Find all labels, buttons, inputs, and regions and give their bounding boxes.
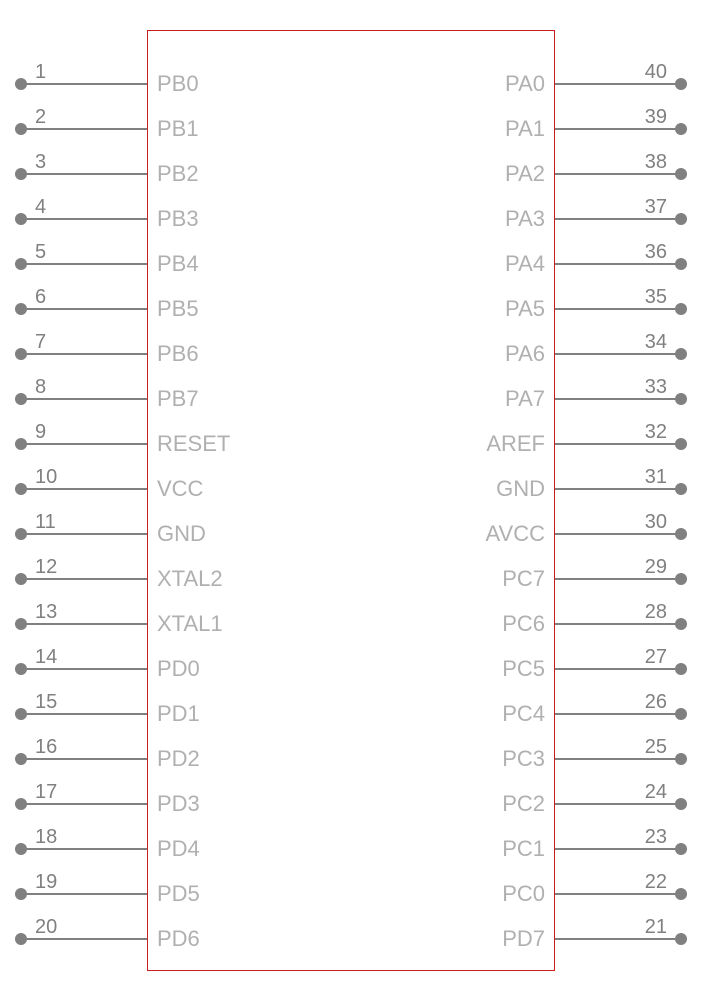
pin-number: 30 bbox=[617, 511, 667, 534]
pin-number: 24 bbox=[617, 781, 667, 804]
pin-label: PC0 bbox=[502, 881, 545, 907]
pin-label: PD4 bbox=[157, 836, 200, 862]
pin-number: 3 bbox=[35, 151, 46, 174]
pin-number: 39 bbox=[617, 106, 667, 129]
pin-label: PD6 bbox=[157, 926, 200, 952]
pin-number: 25 bbox=[617, 736, 667, 759]
pin-number: 4 bbox=[35, 196, 46, 219]
pin-label: AREF bbox=[486, 431, 545, 457]
pin-label: PA1 bbox=[505, 116, 545, 142]
pin-number: 28 bbox=[617, 601, 667, 624]
pin-label: PA4 bbox=[505, 251, 545, 277]
pin-label: PD1 bbox=[157, 701, 200, 727]
pin-label: AVCC bbox=[486, 521, 546, 547]
pin-label: PC1 bbox=[502, 836, 545, 862]
pin-number: 9 bbox=[35, 421, 46, 444]
pin-number: 11 bbox=[35, 511, 56, 534]
pin-number: 20 bbox=[35, 916, 57, 939]
pin-label: PD0 bbox=[157, 656, 200, 682]
pin-number: 8 bbox=[35, 376, 46, 399]
pin-label: PB2 bbox=[157, 161, 199, 187]
pin-label: PD3 bbox=[157, 791, 200, 817]
pin-number: 32 bbox=[617, 421, 667, 444]
pin-number: 23 bbox=[617, 826, 667, 849]
pin-number: 18 bbox=[35, 826, 57, 849]
pin-label: GND bbox=[496, 476, 545, 502]
pin-number: 1 bbox=[35, 61, 46, 84]
pin-label: RESET bbox=[157, 431, 230, 457]
pin-number: 33 bbox=[617, 376, 667, 399]
pin-label: VCC bbox=[157, 476, 203, 502]
pin-label: PC5 bbox=[502, 656, 545, 682]
pin-label: PA2 bbox=[505, 161, 545, 187]
pin-number: 19 bbox=[35, 871, 57, 894]
pin-label: XTAL1 bbox=[157, 611, 223, 637]
pin-label: PD2 bbox=[157, 746, 200, 772]
pin-number: 40 bbox=[617, 61, 667, 84]
pin-number: 12 bbox=[35, 556, 57, 579]
pin-number: 26 bbox=[617, 691, 667, 714]
pin-number: 14 bbox=[35, 646, 57, 669]
pin-label: PB5 bbox=[157, 296, 199, 322]
pin-label: PB7 bbox=[157, 386, 199, 412]
pin-number: 27 bbox=[617, 646, 667, 669]
pin-number: 36 bbox=[617, 241, 667, 264]
chip-body bbox=[147, 30, 555, 971]
pin-label: PB3 bbox=[157, 206, 199, 232]
pin-number: 21 bbox=[617, 916, 667, 939]
pin-label: PA5 bbox=[505, 296, 545, 322]
pin-label: PC6 bbox=[502, 611, 545, 637]
pin-label: GND bbox=[157, 521, 206, 547]
pin-label: PD5 bbox=[157, 881, 200, 907]
pin-label: PC4 bbox=[502, 701, 545, 727]
pin-label: PA0 bbox=[505, 71, 545, 97]
pin-number: 16 bbox=[35, 736, 57, 759]
pin-number: 29 bbox=[617, 556, 667, 579]
pin-number: 13 bbox=[35, 601, 57, 624]
pin-number: 22 bbox=[617, 871, 667, 894]
pin-label: PD7 bbox=[502, 926, 545, 952]
pin-number: 7 bbox=[35, 331, 46, 354]
pin-number: 17 bbox=[35, 781, 57, 804]
pin-number: 6 bbox=[35, 286, 46, 309]
pin-number: 38 bbox=[617, 151, 667, 174]
pin-label: PA7 bbox=[505, 386, 545, 412]
pin-label: PB1 bbox=[157, 116, 199, 142]
pin-label: PB4 bbox=[157, 251, 199, 277]
pin-label: PC7 bbox=[502, 566, 545, 592]
pin-label: PB6 bbox=[157, 341, 199, 367]
pin-number: 31 bbox=[617, 466, 667, 489]
pin-number: 15 bbox=[35, 691, 57, 714]
pin-number: 5 bbox=[35, 241, 46, 264]
pin-number: 35 bbox=[617, 286, 667, 309]
pin-label: PC2 bbox=[502, 791, 545, 817]
pin-number: 10 bbox=[35, 466, 57, 489]
pin-label: XTAL2 bbox=[157, 566, 223, 592]
pin-number: 37 bbox=[617, 196, 667, 219]
pin-label: PA6 bbox=[505, 341, 545, 367]
pin-number: 2 bbox=[35, 106, 46, 129]
pin-label: PC3 bbox=[502, 746, 545, 772]
pin-number: 34 bbox=[617, 331, 667, 354]
pin-label: PA3 bbox=[505, 206, 545, 232]
pin-label: PB0 bbox=[157, 71, 199, 97]
